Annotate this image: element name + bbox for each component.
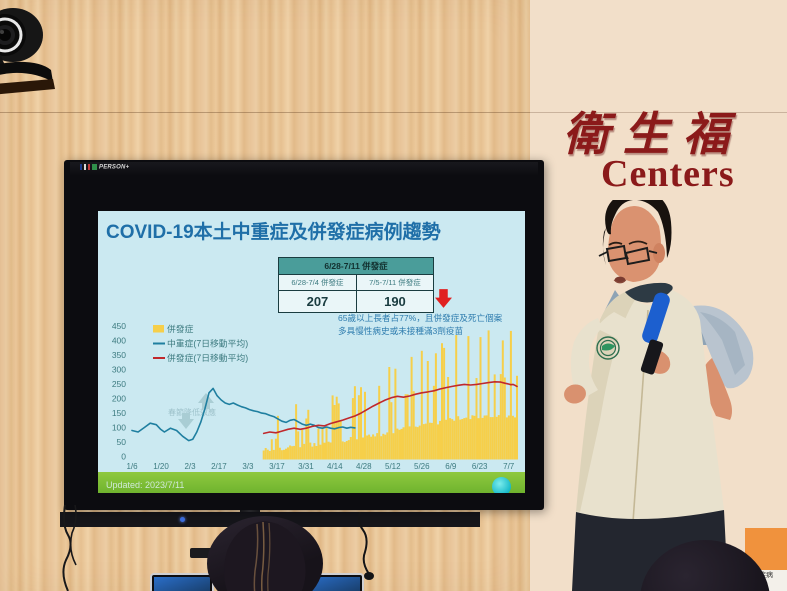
svg-text:0: 0 bbox=[121, 452, 126, 462]
svg-text:200: 200 bbox=[112, 394, 126, 404]
svg-text:300: 300 bbox=[112, 365, 126, 375]
svg-text:5/12: 5/12 bbox=[385, 462, 401, 471]
svg-text:3/3: 3/3 bbox=[242, 462, 254, 471]
svg-text:50: 50 bbox=[117, 437, 127, 447]
svg-text:400: 400 bbox=[112, 336, 126, 346]
svg-text:3/31: 3/31 bbox=[298, 462, 314, 471]
svg-text:350: 350 bbox=[112, 350, 126, 360]
svg-text:250: 250 bbox=[112, 379, 126, 389]
svg-text:4/14: 4/14 bbox=[327, 462, 343, 471]
svg-text:2/17: 2/17 bbox=[211, 462, 227, 471]
svg-text:3/17: 3/17 bbox=[269, 462, 285, 471]
svg-text:中重症(7日移動平均): 中重症(7日移動平均) bbox=[167, 338, 248, 349]
svg-text:1/6: 1/6 bbox=[126, 462, 138, 471]
svg-text:7/7: 7/7 bbox=[503, 462, 515, 471]
svg-text:4/28: 4/28 bbox=[356, 462, 372, 471]
svg-text:併發症: 併發症 bbox=[167, 323, 194, 334]
svg-text:併發症(7日移動平均): 併發症(7日移動平均) bbox=[167, 352, 248, 363]
svg-text:5/26: 5/26 bbox=[414, 462, 430, 471]
svg-text:6/9: 6/9 bbox=[445, 462, 457, 471]
svg-text:6/23: 6/23 bbox=[472, 462, 488, 471]
svg-text:450: 450 bbox=[112, 321, 126, 331]
svg-text:100: 100 bbox=[112, 423, 126, 433]
svg-text:1/20: 1/20 bbox=[153, 462, 169, 471]
svg-text:150: 150 bbox=[112, 408, 126, 418]
svg-text:2/3: 2/3 bbox=[184, 462, 196, 471]
